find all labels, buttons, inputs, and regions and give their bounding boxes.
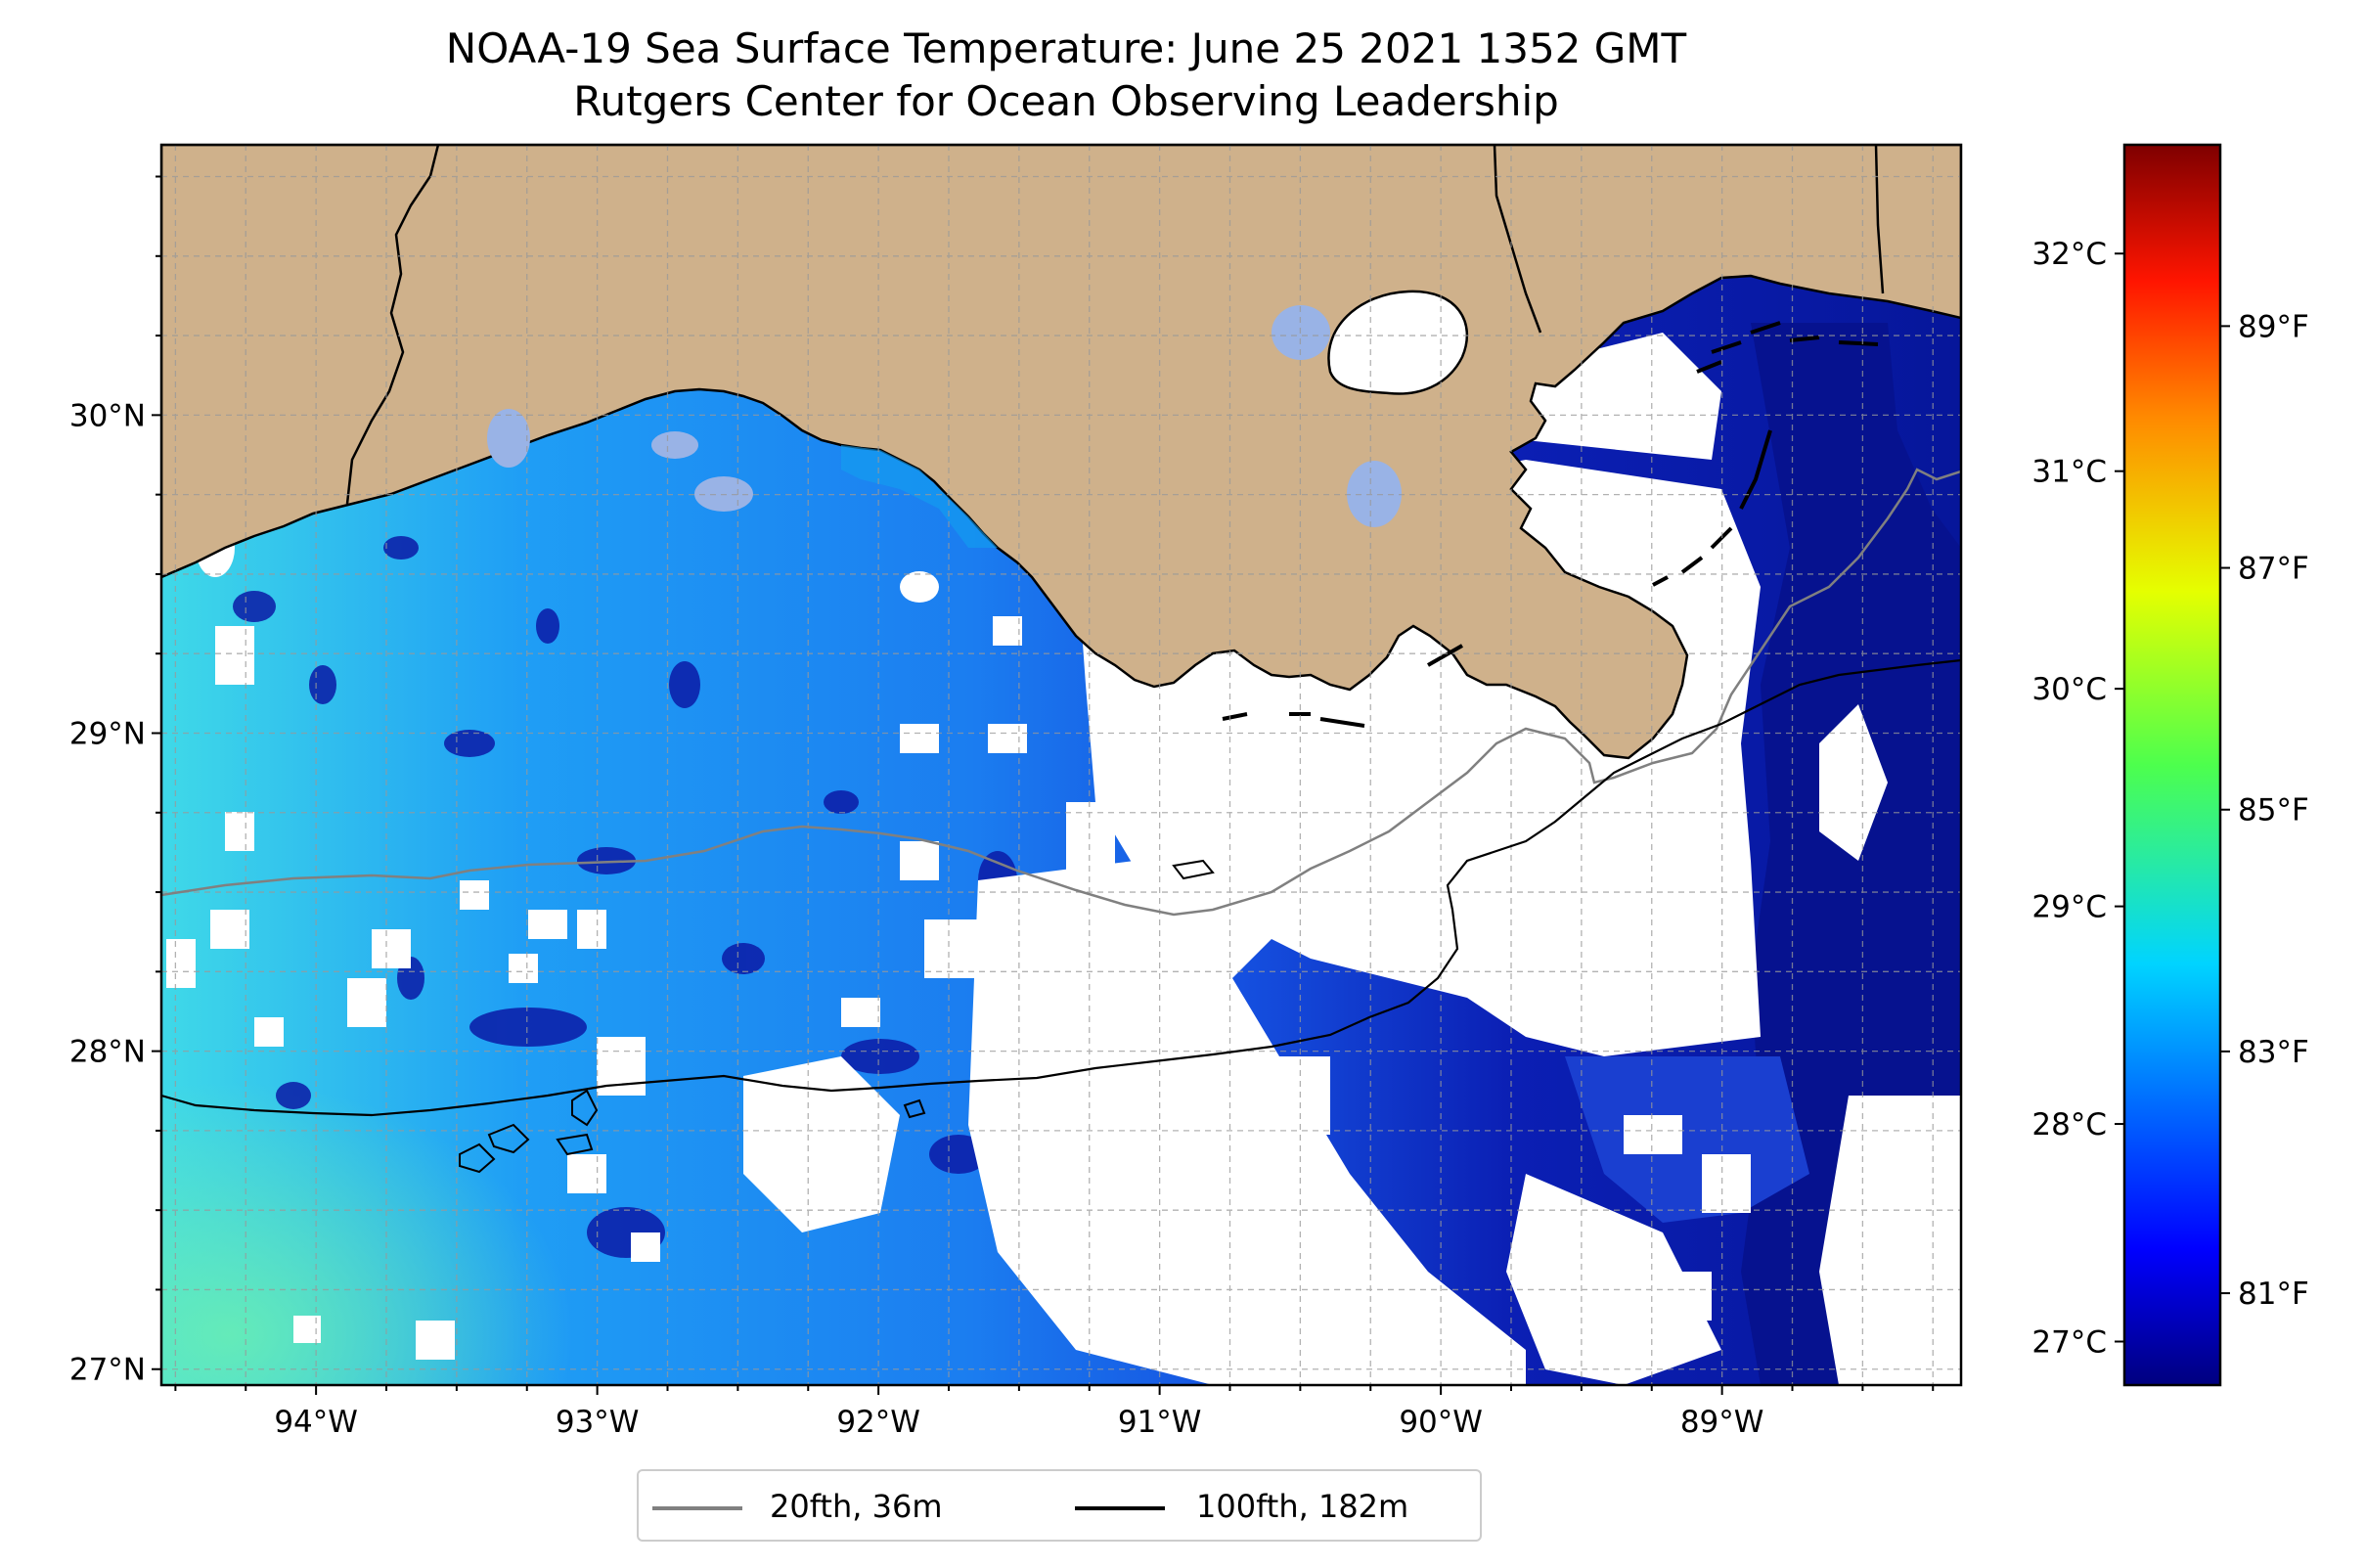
- colorbar-fahrenheit-ticks: 81°F 83°F 85°F 87°F 89°F: [2220, 309, 2309, 1312]
- map-frame: [159, 143, 1963, 1387]
- lon-tick-label: 89°W: [1680, 1405, 1764, 1440]
- nearshore-water: [841, 445, 998, 548]
- legend-label-100fth: 100fth, 182m: [1196, 1488, 1409, 1525]
- state-border: [1874, 145, 1885, 294]
- fahrenheit-tick-label: 89°F: [2238, 309, 2309, 344]
- legend-line-20fth: [652, 1506, 742, 1510]
- lon-tick-label: 94°W: [274, 1405, 358, 1440]
- fahrenheit-tick-label: 81°F: [2238, 1277, 2309, 1312]
- lon-tick-label: 93°W: [556, 1405, 640, 1440]
- longitude-ticks: 94°W 93°W 92°W 91°W 90°W 89°W: [174, 1385, 1935, 1440]
- celsius-tick-label: 32°C: [2031, 237, 2107, 272]
- lat-tick-label: 27°N: [69, 1353, 146, 1388]
- celsius-tick-label: 29°C: [2031, 890, 2107, 925]
- lon-tick-label: 91°W: [1118, 1405, 1202, 1440]
- lat-tick-label: 30°N: [69, 398, 146, 433]
- celsius-tick-label: 28°C: [2031, 1107, 2107, 1142]
- lat-tick-label: 28°N: [69, 1035, 146, 1070]
- latitude-ticks: 30°N 29°N 28°N 27°N: [69, 175, 161, 1388]
- celsius-tick-label: 31°C: [2031, 455, 2107, 490]
- map-gridlines: [161, 145, 1961, 1385]
- fahrenheit-tick-label: 87°F: [2238, 552, 2309, 587]
- celsius-tick-label: 27°C: [2031, 1325, 2107, 1361]
- celsius-tick-label: 30°C: [2031, 672, 2107, 707]
- map-subtitle: Rutgers Center for Ocean Observing Leade…: [573, 77, 1559, 125]
- barrier-islands: [1222, 321, 1879, 728]
- lon-tick-label: 90°W: [1399, 1405, 1483, 1440]
- legend-label-20fth: 20fth, 36m: [770, 1488, 943, 1525]
- fahrenheit-tick-label: 83°F: [2238, 1035, 2309, 1070]
- map-title: NOAA-19 Sea Surface Temperature: June 25…: [445, 24, 1687, 72]
- contour-100fth-islands: [459, 859, 1215, 1174]
- contour-100fth: [161, 658, 1961, 1117]
- map-area: [161, 145, 1961, 1385]
- lat-tick-label: 29°N: [69, 716, 146, 751]
- colorbar-celsius-ticks: 27°C 28°C 29°C 30°C 31°C 32°C: [2031, 237, 2124, 1361]
- legend: 20fth, 36m 100fth, 182m: [637, 1469, 1482, 1542]
- legend-line-100fth: [1075, 1506, 1165, 1510]
- colorbar: [2122, 143, 2222, 1387]
- river-sabine: [345, 145, 440, 505]
- contour-20fth: [161, 468, 1961, 917]
- lon-tick-label: 92°W: [836, 1405, 920, 1440]
- fahrenheit-tick-label: 85°F: [2238, 793, 2309, 829]
- lake-pontchartrain: [1327, 290, 1469, 395]
